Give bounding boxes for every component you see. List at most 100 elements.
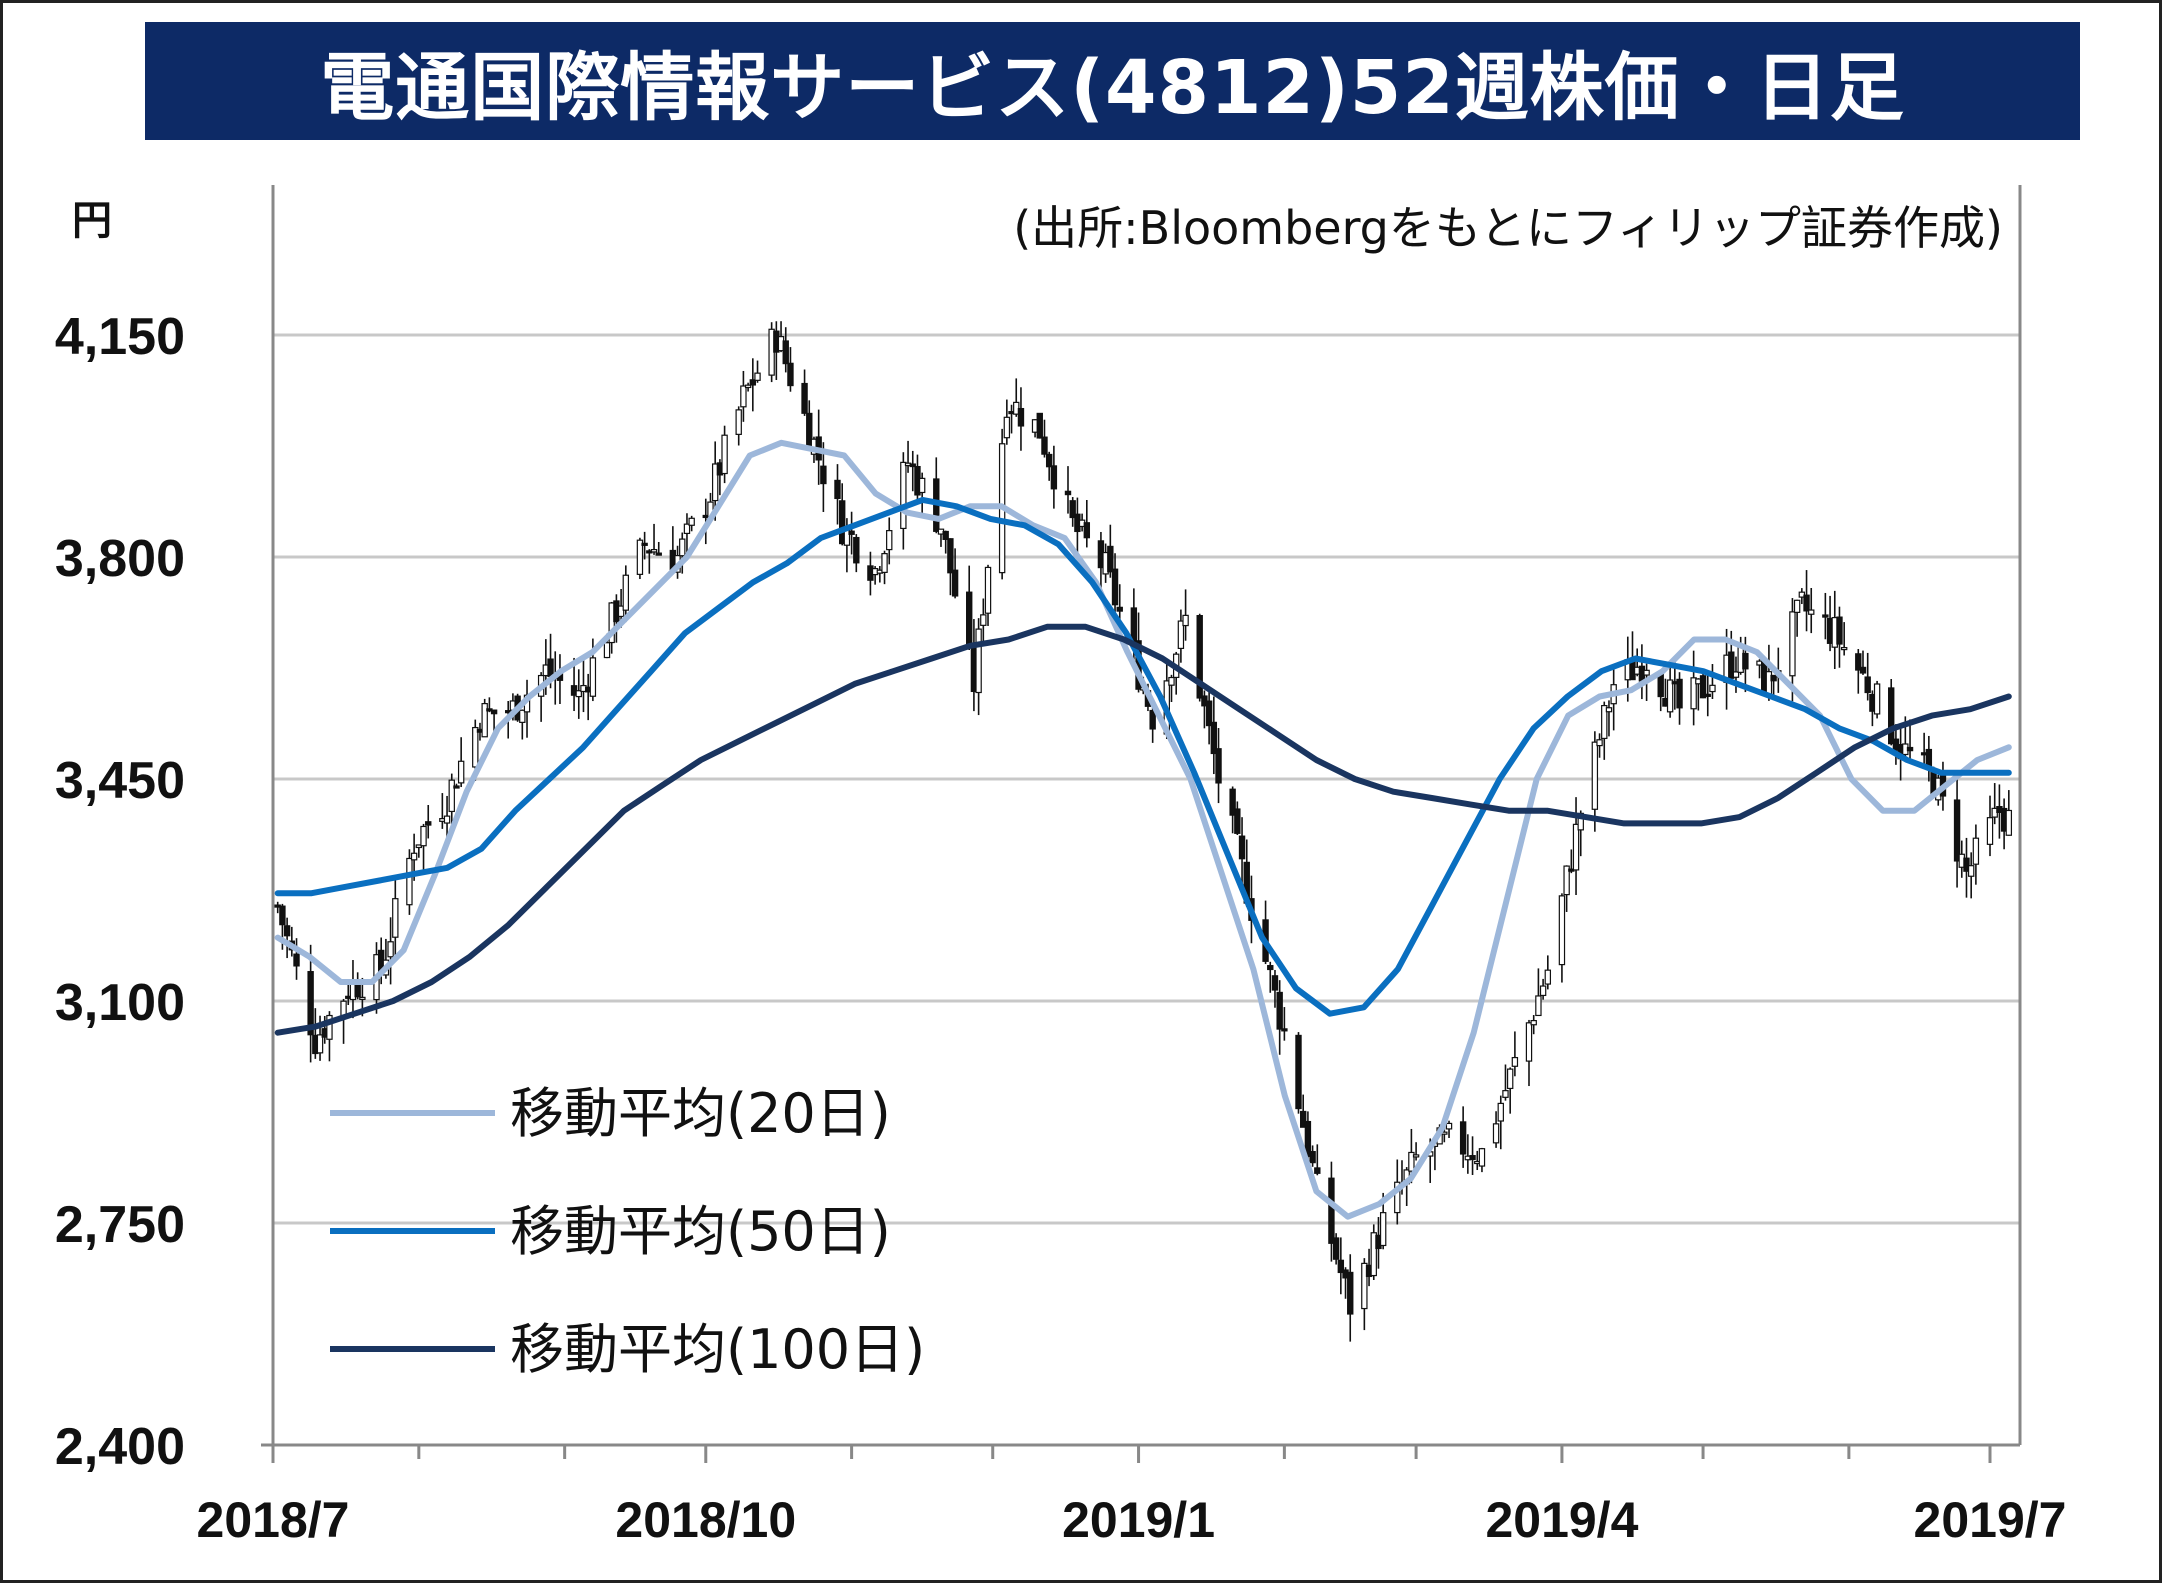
- candle-body: [279, 905, 286, 926]
- candle-body: [1836, 616, 1843, 645]
- candle-body: [900, 461, 907, 530]
- x-tick-label: 2018/10: [615, 1492, 796, 1548]
- candle-body: [1328, 1177, 1335, 1244]
- candle-body: [1267, 965, 1274, 971]
- candle-body: [1596, 739, 1603, 747]
- candle-body: [1859, 666, 1867, 674]
- candle-body: [1469, 1155, 1476, 1161]
- candle-body: [1572, 823, 1580, 871]
- ma-line-100: [274, 623, 2012, 1036]
- candle-body: [1544, 969, 1552, 985]
- candle-body: [1793, 599, 1801, 613]
- candle-body: [838, 500, 846, 545]
- candle-body: [622, 574, 630, 611]
- candle-body: [980, 614, 987, 626]
- candle-body: [1840, 646, 1848, 651]
- candle-body: [636, 539, 644, 575]
- candle-body: [975, 628, 982, 694]
- candle-body: [834, 479, 841, 500]
- candle-body: [1953, 799, 1961, 862]
- candle-body: [1497, 1102, 1504, 1122]
- candle-body: [740, 385, 747, 408]
- candle-body: [735, 409, 742, 435]
- candle-body: [1563, 865, 1570, 896]
- candle-body: [443, 815, 451, 824]
- candle-body: [1525, 1022, 1533, 1062]
- candle-body: [951, 569, 959, 597]
- candle-body: [1299, 1110, 1307, 1128]
- candle-body: [1149, 709, 1156, 730]
- candle-body: [1041, 436, 1048, 455]
- candle-body: [984, 566, 992, 614]
- candle-body: [283, 925, 291, 937]
- candle-body: [1361, 1262, 1368, 1310]
- candle-body: [1789, 611, 1796, 677]
- candle-body: [1337, 1259, 1345, 1274]
- candle-body: [1347, 1271, 1354, 1315]
- candle-body: [1215, 748, 1222, 784]
- y-tick-label: 3,100: [55, 974, 185, 1032]
- candle-body: [1530, 1019, 1537, 1026]
- candle-body: [1535, 995, 1542, 1017]
- candle-body: [909, 463, 916, 468]
- candle-body: [1539, 985, 1547, 997]
- candle-body: [472, 726, 479, 768]
- candle-body: [1064, 490, 1072, 496]
- candle-body: [1925, 748, 1933, 768]
- candle-body: [1558, 895, 1566, 966]
- legend-label: 移動平均(100日): [510, 1318, 925, 1381]
- candle-body: [1511, 1056, 1519, 1067]
- candle-body: [655, 552, 662, 556]
- candle-body: [316, 1034, 324, 1054]
- candle-body: [1605, 707, 1613, 713]
- candle-body: [721, 434, 728, 475]
- candle-body: [406, 857, 413, 906]
- candle-body: [1003, 416, 1011, 439]
- candle-body: [1676, 678, 1683, 709]
- candle-body: [1210, 721, 1218, 755]
- candle-body: [711, 463, 719, 502]
- candle-body: [754, 372, 761, 381]
- candle-body: [1601, 705, 1608, 740]
- candle-body: [1459, 1121, 1467, 1155]
- candle-body: [881, 553, 888, 573]
- candle-body: [1657, 673, 1664, 698]
- candle-body: [782, 340, 789, 365]
- candle-body: [1238, 835, 1246, 860]
- candle-body: [2005, 809, 2013, 836]
- candle-body: [1177, 620, 1185, 650]
- candle-body: [1963, 857, 1970, 872]
- candle-body: [1666, 679, 1674, 713]
- candle-body: [359, 996, 366, 1000]
- y-tick-label: 4,150: [55, 308, 185, 366]
- x-tick-label: 2019/4: [1485, 1492, 1638, 1548]
- candle-body: [1502, 1090, 1509, 1098]
- candle-body: [1742, 652, 1749, 670]
- candle-body: [1370, 1232, 1377, 1277]
- source-note: (出所:Bloombergをもとにフィリップ証券作成): [1013, 201, 2003, 255]
- candle-body: [1069, 500, 1076, 519]
- candle-body: [1808, 609, 1815, 615]
- candle-body: [688, 517, 695, 526]
- candle-body: [650, 549, 658, 553]
- candle-body: [410, 852, 418, 861]
- candle-body: [617, 605, 625, 618]
- candle-body: [420, 825, 427, 847]
- candle-body: [1281, 1028, 1288, 1032]
- candle-body: [1699, 675, 1707, 699]
- candle-body: [448, 779, 455, 813]
- candle-body: [1972, 837, 1980, 865]
- candle-body: [1643, 669, 1650, 676]
- candle-body: [1276, 991, 1283, 1030]
- ma-line-20: [274, 439, 2012, 1220]
- candle-body: [749, 379, 757, 386]
- candle-body: [519, 709, 526, 723]
- candle-body: [1205, 700, 1213, 727]
- candle-body: [1107, 545, 1114, 573]
- candle-body: [886, 530, 893, 551]
- candle-body: [1906, 746, 1914, 752]
- candle-body: [1864, 676, 1871, 694]
- ma-line-50: [274, 496, 2012, 1017]
- legend-label: 移動平均(20日): [510, 1082, 891, 1145]
- candle-body: [947, 538, 954, 574]
